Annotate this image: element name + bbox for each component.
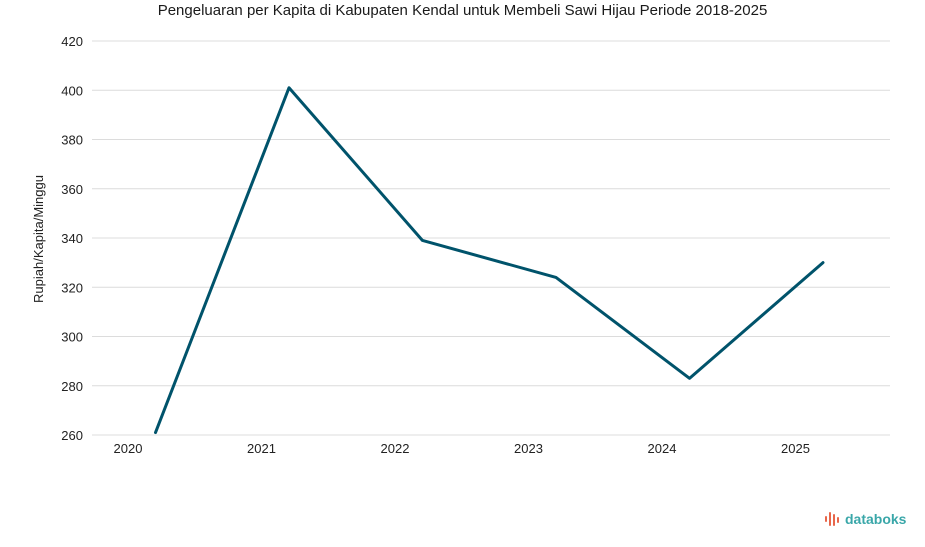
x-tick-label: 2021 xyxy=(247,441,276,456)
x-axis-ticks: 2020 2021 2022 2023 2024 2025 xyxy=(114,441,810,456)
y-tick-label: 280 xyxy=(61,379,83,394)
series-line xyxy=(154,86,825,435)
grid-lines xyxy=(92,40,890,436)
x-tick-label: 2024 xyxy=(648,441,677,456)
brand-logo: databoks xyxy=(824,510,906,528)
y-tick-label: 400 xyxy=(61,83,83,98)
brand-text: databoks xyxy=(845,511,907,527)
x-tick-label: 2022 xyxy=(381,441,410,456)
series-lines xyxy=(154,86,825,435)
databoks-logo-icon xyxy=(825,512,839,526)
y-tick-label: 380 xyxy=(61,133,83,148)
x-tick-label: 2025 xyxy=(781,441,810,456)
y-tick-label: 340 xyxy=(61,231,83,246)
y-tick-label: 360 xyxy=(61,182,83,197)
x-tick-label: 2023 xyxy=(514,441,543,456)
y-tick-label: 420 xyxy=(61,34,83,49)
x-tick-label: 2020 xyxy=(114,441,143,456)
y-axis-label: Rupiah/Kapita/Minggu xyxy=(31,175,46,303)
y-tick-label: 300 xyxy=(61,330,83,345)
y-tick-label: 260 xyxy=(61,428,83,443)
chart-title: Pengeluaran per Kapita di Kabupaten Kend… xyxy=(157,2,768,19)
y-tick-label: 320 xyxy=(61,280,83,295)
y-axis-ticks: 260 280 300 320 340 360 380 400 420 xyxy=(61,34,83,443)
